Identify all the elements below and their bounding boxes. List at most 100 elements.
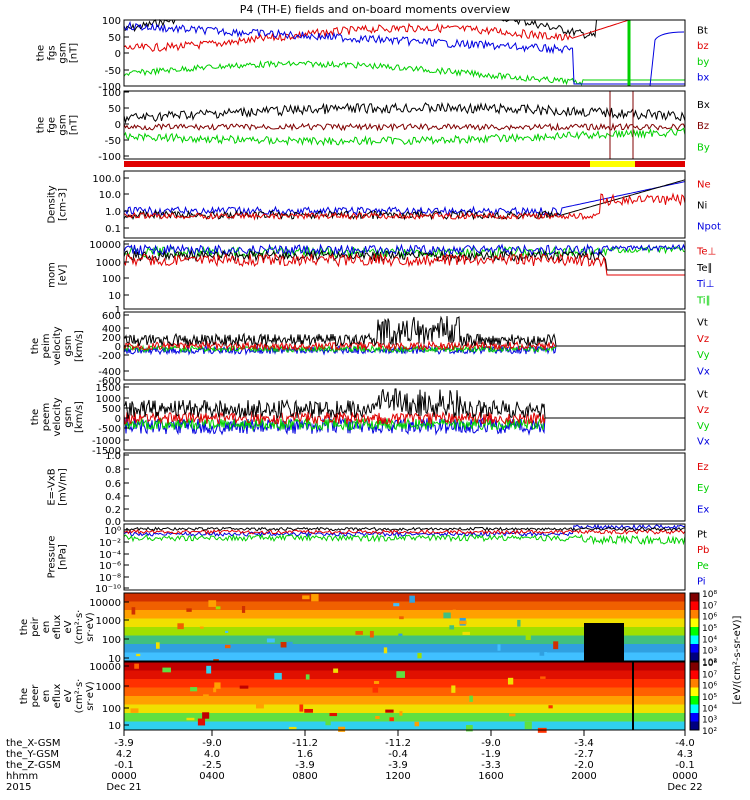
ylabel-peer: the (19, 688, 30, 704)
temp-series-Ti⊥ (123, 243, 686, 257)
tick-label-fgs: -100 (98, 82, 121, 93)
tick-label-temp: 1 (115, 305, 121, 316)
legend-efield-Ey: Ey (697, 483, 709, 494)
colorbar-peir-swatch (690, 593, 699, 602)
ylabel-temp: mom (47, 262, 58, 288)
colorbar-peer-tick: 10⁵ (702, 693, 717, 703)
colorbar-peer-frame (689, 661, 700, 731)
peer-band (124, 662, 685, 671)
legend-temp-Ti⊥: Ti⊥ (696, 279, 714, 290)
tick-label-peem: 1500 (96, 383, 121, 394)
x-ephem-z: -2.0 (574, 760, 594, 771)
ephem-row-label: the_Z-GSM (6, 760, 61, 771)
legend-fge-Bz: Bz (697, 121, 709, 132)
colorbar-peir-swatch (690, 618, 699, 628)
x-ephem-y: -2.7 (574, 749, 594, 760)
panel-frame-peir (123, 592, 686, 662)
tick-label-efield: 0.0 (105, 517, 121, 528)
peir-band (124, 618, 685, 628)
tick-label-peim: 400 (102, 324, 121, 335)
legend-peem-Vy: Vy (697, 421, 710, 432)
fgs-series-bx-end (649, 31, 685, 87)
peer-speckle (206, 665, 212, 674)
x-time-label: 1600 (478, 771, 503, 782)
tick-label-peim: 600 (102, 311, 121, 322)
peir-speckle (225, 630, 229, 633)
panel-frame-temp (123, 240, 686, 310)
ylabel-peer: sr·eV) (85, 681, 96, 710)
legend-fgs-bz: bz (697, 41, 709, 52)
legend-efield-Ez: Ez (697, 462, 709, 473)
ylabel-peim: the (30, 338, 41, 354)
peer-speckle (304, 708, 313, 713)
x-ephem-x: -9.0 (481, 738, 501, 749)
chart-title: P4 (TH-E) fields and on-board moments ov… (240, 3, 511, 16)
peir-speckle (136, 653, 141, 657)
peer-speckle (197, 718, 206, 726)
colorbar-peer-tick: 10⁷ (702, 670, 717, 680)
peer-speckle (214, 682, 221, 689)
colorbar-peer-swatch (690, 721, 699, 731)
tick-label-pressure: 10⁰ (104, 526, 121, 537)
peir-speckle (391, 595, 397, 601)
peer-speckle (329, 713, 338, 717)
peir-speckle (462, 631, 470, 635)
fgs-series-by (123, 60, 685, 87)
legend-peim-Vx: Vx (697, 366, 710, 377)
tick-label-peer: 10 (108, 721, 121, 732)
peer-speckle (333, 668, 339, 673)
legend-peim-Vz: Vz (697, 334, 709, 345)
panel-frame-peer (123, 661, 686, 731)
ylabel-temp: [eV] (58, 265, 69, 286)
tick-label-peer: 100 (102, 704, 121, 715)
peir-speckle (355, 630, 363, 635)
peir-speckle (224, 644, 231, 649)
legend-temp-Ti∥: Ti∥ (696, 295, 711, 306)
peir-speckle (241, 606, 246, 613)
panel-frame-efield (123, 452, 686, 522)
legend-peem-Vz: Vz (697, 405, 709, 416)
ylabel-peir: (cm²·s· (74, 610, 85, 645)
ylabel-peir: eV (63, 620, 74, 633)
tick-label-temp: 10 (108, 291, 121, 302)
x-ephem-z: -0.1 (675, 760, 695, 771)
legend-temp-Te∥: Te∥ (696, 263, 713, 274)
tick-label-pressure: 10⁻² (99, 538, 121, 549)
ylabel-peim: peim (41, 333, 52, 358)
legend-fge-By: By (697, 142, 710, 153)
x-time-label: 0800 (292, 771, 317, 782)
legend-density-Npot: Npot (697, 221, 721, 232)
tick-label-peer: 10000 (89, 662, 121, 673)
tick-label-efield: 0.8 (105, 465, 121, 476)
colorbar-peer-swatch (690, 696, 699, 705)
peer-speckle (396, 671, 405, 678)
peer-speckle (130, 708, 139, 713)
peir-band (124, 635, 685, 645)
peir-speckle (525, 634, 531, 640)
tick-label-fge: -100 (98, 152, 121, 163)
x-ephem-x: -4.0 (675, 738, 695, 749)
colorbar-peer-tick: 10⁴ (702, 704, 717, 714)
colorbar-peer-tick: 10³ (702, 716, 717, 726)
peer-band (124, 713, 685, 722)
ylabel-density: [cm-3] (58, 188, 69, 221)
ylabel-density: Density (47, 185, 58, 223)
tick-label-peim: -400 (98, 367, 121, 378)
colorbar-peir-tick: 10⁸ (702, 590, 717, 600)
fge-series-By (123, 127, 686, 147)
tick-label-fgs: 0 (115, 49, 121, 60)
x-ephem-x: -9.0 (202, 738, 222, 749)
colorbar-peer-swatch (690, 662, 699, 671)
ylabel-efield: E=-VxB (47, 468, 58, 505)
legend-peem-Vx: Vx (697, 437, 710, 448)
legend-fgs-Bt: Bt (697, 25, 708, 36)
colorbar-peer-swatch (690, 670, 699, 680)
ylabel-peer: en (41, 690, 52, 703)
peir-band (124, 652, 685, 662)
peir-speckle (326, 645, 334, 649)
peer-speckle (540, 676, 546, 679)
peer-speckle (186, 717, 195, 721)
x-ephem-z: -3.9 (295, 760, 315, 771)
tick-label-efield: 1.0 (105, 451, 121, 462)
